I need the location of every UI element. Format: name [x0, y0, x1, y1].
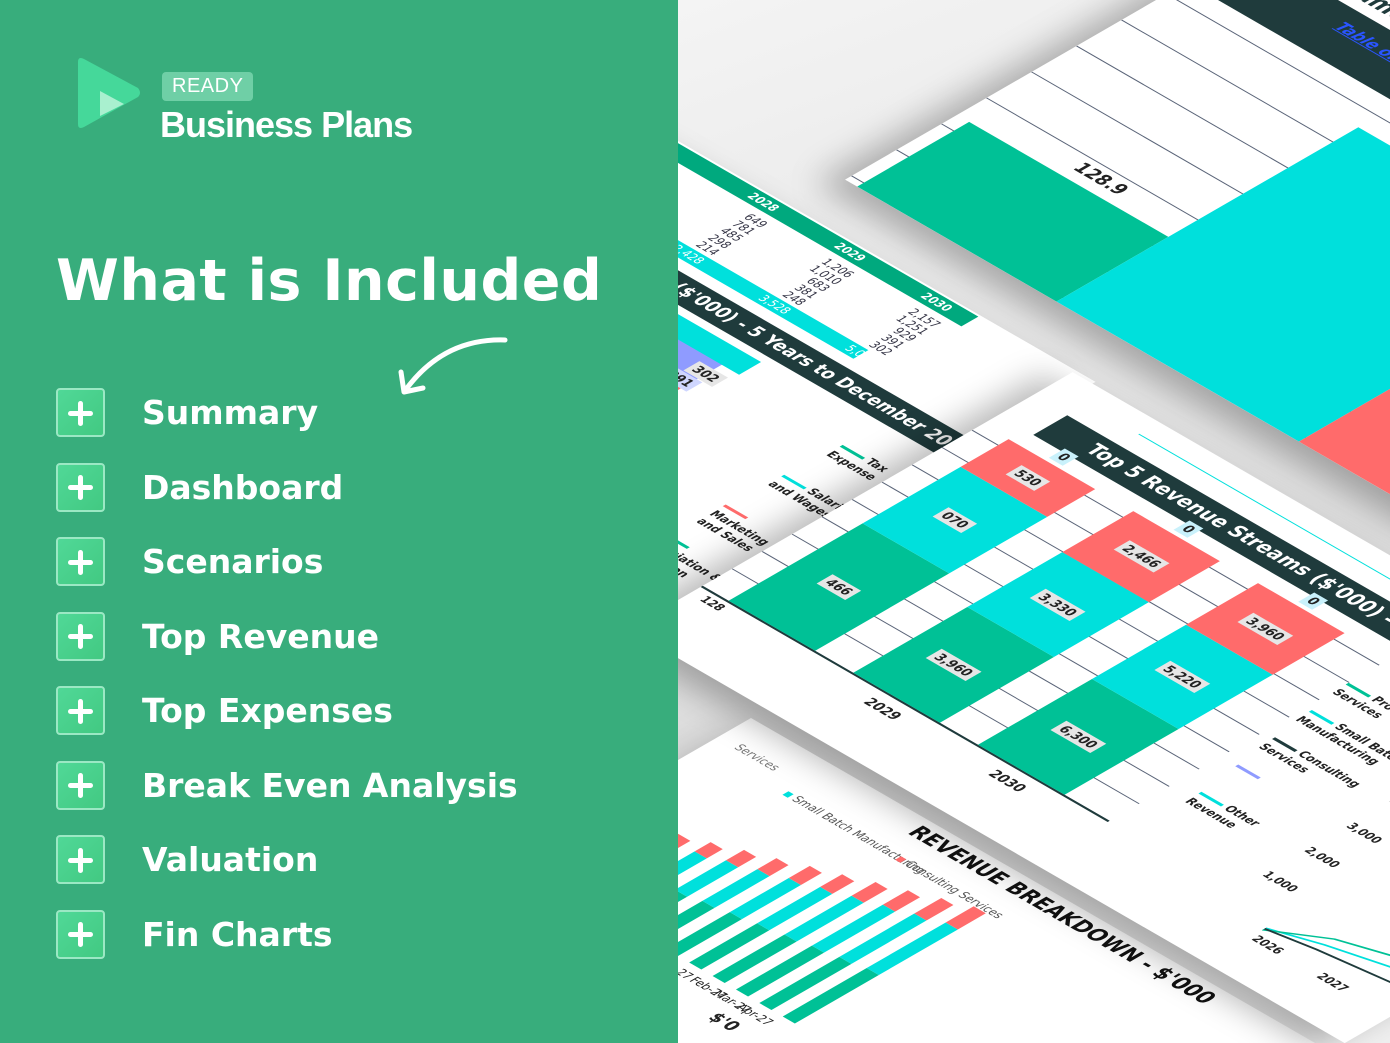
legend-label: Marketing and Sales: [692, 508, 774, 554]
y-axis-tick: 2,000: [1300, 845, 1344, 870]
included-item[interactable]: Fin Charts: [56, 909, 518, 985]
y-axis-tick: 1,000: [1258, 869, 1302, 895]
included-item[interactable]: Valuation: [56, 835, 518, 910]
included-item[interactable]: Top Expenses: [56, 686, 518, 761]
plus-icon[interactable]: [56, 388, 105, 437]
item-label: Top Revenue: [142, 616, 379, 656]
plus-icon[interactable]: [56, 686, 105, 735]
series-line: [1263, 928, 1390, 988]
promo-panel: READY Business Plans What is Included Su…: [0, 0, 678, 1043]
included-item[interactable]: Top Revenue: [56, 611, 518, 687]
included-item[interactable]: Summary: [56, 388, 518, 463]
item-label: Valuation: [142, 840, 319, 879]
top-revenue-sheet: Top 5 Revenue Streams ($'000) - 5 Years …: [678, 372, 1390, 1043]
item-label: Top Expenses: [142, 691, 393, 730]
included-item[interactable]: Dashboard: [56, 462, 518, 538]
included-item[interactable]: Break Even Analysis: [56, 760, 518, 836]
legend-swatch: [678, 533, 691, 549]
y-axis-tick: 4,: [1384, 796, 1390, 810]
included-item[interactable]: Scenarios: [56, 537, 518, 612]
ready-badge: READY: [162, 72, 254, 101]
legend-label: Other Revenue: [1181, 795, 1265, 831]
line-series-chart: [1261, 927, 1390, 988]
plus-icon[interactable]: [56, 537, 105, 586]
plus-icon[interactable]: [56, 462, 105, 512]
legend-swatch: [1235, 764, 1262, 779]
item-label: Summary: [142, 393, 319, 432]
plus-icon[interactable]: [56, 835, 105, 884]
y-axis-tick: 3,000: [1342, 820, 1386, 846]
series-line: [1264, 927, 1390, 978]
page-title: What is Included: [56, 248, 603, 314]
item-label: Dashboard: [142, 467, 344, 507]
spreadsheet-preview-collage: ame Table of Content 128.9 3120286497814…: [678, 0, 1390, 1043]
series-line: [1261, 929, 1390, 969]
item-label: Break Even Analysis: [142, 765, 518, 805]
plus-icon[interactable]: [56, 760, 105, 810]
plus-icon[interactable]: [56, 909, 105, 959]
curved-arrow-icon: [398, 337, 508, 395]
item-label: Scenarios: [142, 542, 324, 581]
play-logo-icon: [78, 58, 140, 128]
brand-name: Business Plans: [160, 104, 413, 145]
axis-label: 128: [696, 594, 729, 614]
included-list: Summary Dashboard Scenarios Top Revenue Top …: [56, 388, 518, 984]
plus-icon[interactable]: [56, 611, 105, 661]
item-label: Fin Charts: [142, 914, 333, 954]
